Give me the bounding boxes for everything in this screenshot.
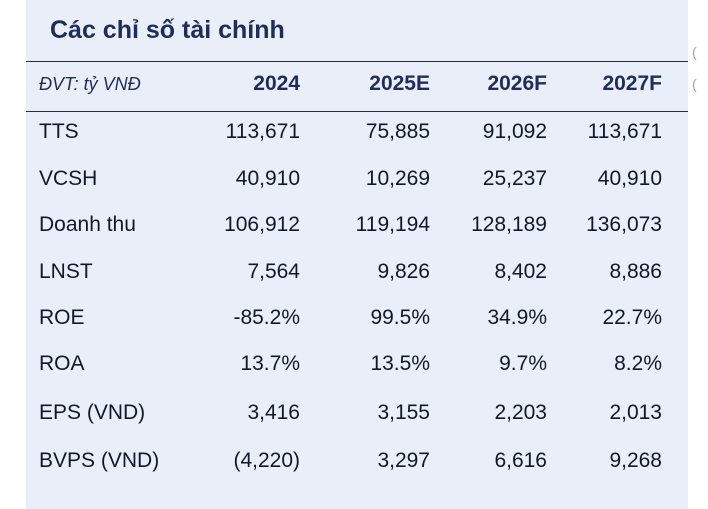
row-value: 119,194 — [355, 213, 430, 236]
header-bottom-divider — [26, 111, 688, 112]
edge-mark: ( — [692, 76, 697, 92]
row-value: 113,671 — [225, 120, 300, 143]
row-value: 136,073 — [586, 213, 662, 236]
row-label: EPS (VND) — [39, 401, 146, 424]
edge-mark: ( — [692, 44, 697, 60]
row-label: TTS — [39, 120, 79, 143]
row-value: 13.5% — [370, 352, 430, 375]
row-label: Doanh thu — [39, 213, 136, 236]
row-value: 9.7% — [499, 352, 547, 375]
row-value: (4,220) — [233, 449, 300, 472]
table-row: VCSH 40,910 10,269 25,237 40,910 — [26, 159, 688, 199]
table-row: BVPS (VND) (4,220) 3,297 6,616 9,268 — [26, 441, 688, 481]
row-value: 40,910 — [597, 167, 662, 190]
financial-metrics-panel: Các chỉ số tài chính ĐVT: tỷ VNĐ 2024 20… — [26, 0, 688, 509]
table-row: LNST 7,564 9,826 8,402 8,886 — [26, 252, 688, 292]
year-header: 2024 — [253, 72, 300, 95]
row-value: 40,910 — [235, 167, 300, 190]
row-value: 25,237 — [482, 167, 547, 190]
row-value: 8,886 — [609, 260, 662, 283]
row-value: 7,564 — [247, 260, 300, 283]
table-row: TTS 113,671 75,885 91,092 113,671 — [26, 112, 688, 152]
row-value: 3,416 — [247, 401, 300, 424]
row-label: ROA — [39, 352, 85, 375]
year-header: 2027F — [602, 72, 662, 95]
row-value: 128,189 — [471, 213, 547, 236]
row-value: 91,092 — [482, 120, 547, 143]
row-value: 99.5% — [370, 306, 430, 329]
row-value: 22.7% — [602, 306, 662, 329]
row-value: 9,826 — [377, 260, 430, 283]
year-header: 2025E — [369, 72, 430, 95]
table-row: EPS (VND) 3,416 3,155 2,203 2,013 — [26, 393, 688, 433]
row-value: 113,671 — [587, 120, 662, 143]
row-value: 8.2% — [614, 352, 662, 375]
row-value: 3,297 — [377, 449, 430, 472]
row-label: VCSH — [39, 167, 98, 190]
row-value: 8,402 — [494, 260, 547, 283]
row-label: BVPS (VND) — [39, 449, 160, 472]
row-label: LNST — [39, 260, 93, 283]
row-value: 2,203 — [494, 401, 547, 424]
header-top-divider — [26, 61, 688, 62]
row-value: 2,013 — [609, 401, 662, 424]
row-value: 10,269 — [365, 167, 430, 190]
table-row: ROE -85.2% 99.5% 34.9% 22.7% — [26, 298, 688, 338]
unit-label: ĐVT: tỷ VNĐ — [39, 74, 141, 94]
panel-title: Các chỉ số tài chính — [50, 16, 285, 44]
row-value: 75,885 — [365, 120, 430, 143]
row-value: 106,912 — [224, 213, 300, 236]
clipped-edge-text: ( ( — [692, 36, 708, 96]
year-header: 2026F — [487, 72, 547, 95]
row-value: 6,616 — [494, 449, 547, 472]
row-value: 34.9% — [487, 306, 547, 329]
row-value: 9,268 — [609, 449, 662, 472]
table-row: ROA 13.7% 13.5% 9.7% 8.2% — [26, 344, 688, 384]
table-header-row: ĐVT: tỷ VNĐ 2024 2025E 2026F 2027F — [26, 64, 688, 104]
row-value: 13.7% — [240, 352, 300, 375]
row-value: -85.2% — [233, 306, 300, 329]
row-value: 3,155 — [377, 401, 430, 424]
table-row: Doanh thu 106,912 119,194 128,189 136,07… — [26, 205, 688, 245]
row-label: ROE — [39, 306, 85, 329]
